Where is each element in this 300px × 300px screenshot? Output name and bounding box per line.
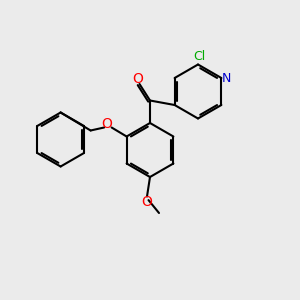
Text: O: O [102,118,112,131]
Text: N: N [222,71,232,85]
Text: Cl: Cl [194,50,206,63]
Text: O: O [142,195,152,209]
Text: O: O [133,73,143,86]
